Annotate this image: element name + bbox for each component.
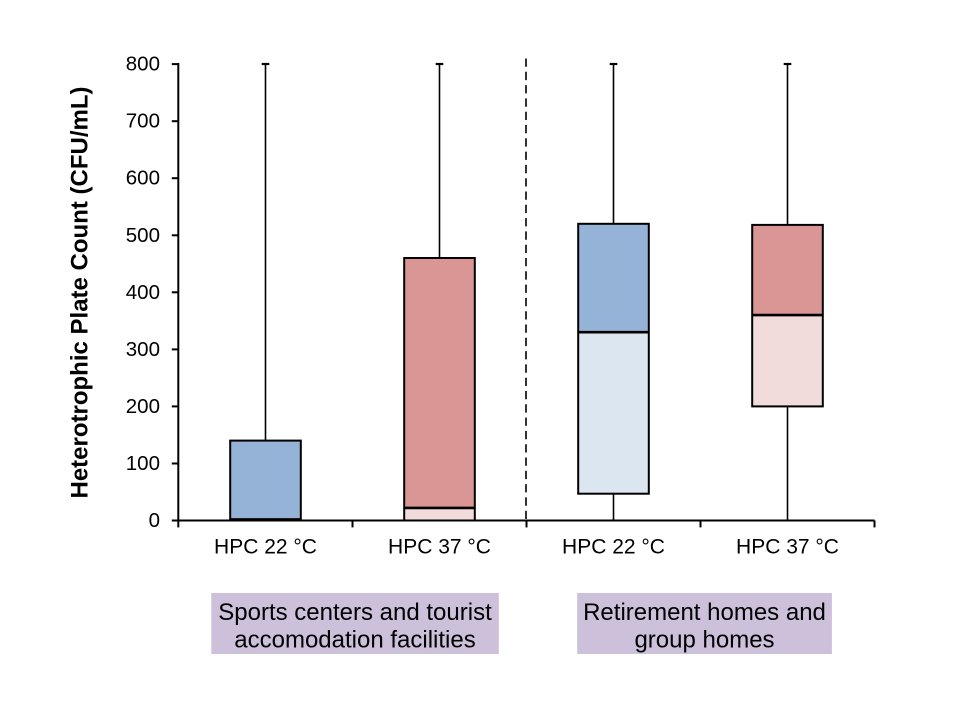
svg-text:Retirement homes and: Retirement homes and (583, 599, 826, 626)
svg-text:100: 100 (126, 452, 160, 475)
svg-text:200: 200 (126, 395, 160, 418)
svg-text:HPC 37 °C: HPC 37 °C (388, 535, 491, 558)
svg-text:800: 800 (126, 53, 160, 76)
svg-text:HPC 22 °C: HPC 22 °C (562, 535, 665, 558)
svg-text:700: 700 (126, 110, 160, 133)
svg-text:group homes: group homes (634, 627, 774, 654)
svg-text:500: 500 (126, 224, 160, 247)
svg-text:HPC 37 °C: HPC 37 °C (736, 535, 839, 558)
svg-text:Heterotrophic Plate Count (CFU: Heterotrophic Plate Count (CFU/mL) (67, 87, 94, 499)
svg-text:400: 400 (126, 281, 160, 304)
svg-text:600: 600 (126, 167, 160, 190)
svg-text:Sports centers and tourist: Sports centers and tourist (218, 599, 492, 626)
svg-text:HPC 22 °C: HPC 22 °C (214, 535, 317, 558)
svg-text:accomodation facilities: accomodation facilities (234, 627, 475, 654)
svg-text:300: 300 (126, 338, 160, 361)
svg-text:0: 0 (149, 509, 160, 532)
